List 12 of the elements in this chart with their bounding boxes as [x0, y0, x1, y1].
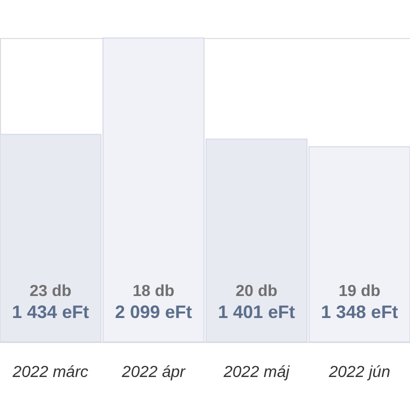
data-label: 2 099 eFt — [114, 302, 192, 322]
annotation: 20 db — [236, 283, 278, 300]
data-label: 1 401 eFt — [218, 302, 296, 322]
x-tick-label: 2022 márc — [12, 364, 88, 381]
x-tick-label: 2022 máj — [222, 364, 290, 381]
annotation: 23 db — [30, 283, 72, 300]
annotation: 19 db — [338, 283, 381, 300]
data-label: 1 434 eFt — [12, 302, 90, 322]
annotation: 18 db — [132, 283, 175, 300]
data-label: 1 348 eFt — [321, 302, 398, 322]
x-tick-label: 2022 ápr — [120, 364, 186, 381]
x-tick-label: 2022 jún — [328, 364, 390, 381]
